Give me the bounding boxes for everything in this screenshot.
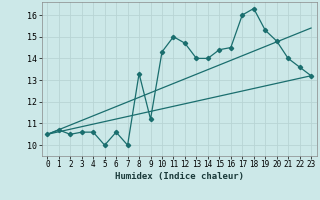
X-axis label: Humidex (Indice chaleur): Humidex (Indice chaleur) [115, 172, 244, 181]
